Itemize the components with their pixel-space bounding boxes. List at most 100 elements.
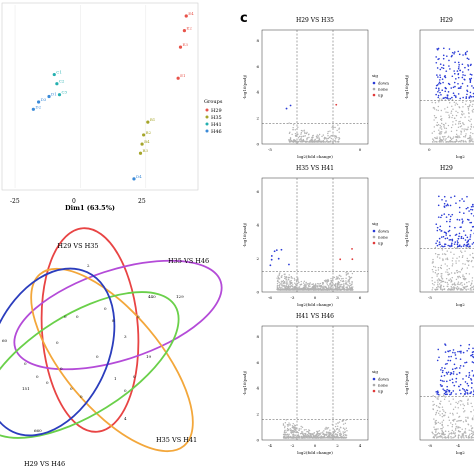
volcano-title: H35 VS H41 bbox=[296, 165, 334, 172]
volcano-point bbox=[315, 141, 317, 143]
volcano-point bbox=[471, 252, 474, 255]
volcano-point bbox=[472, 256, 474, 259]
venn-label-h29-vs-h35: H29 VS H35 bbox=[57, 242, 98, 250]
volcano-point-down bbox=[450, 244, 453, 246]
volcano-point bbox=[459, 120, 461, 123]
volcano-point bbox=[472, 100, 474, 103]
volcano-point bbox=[330, 137, 333, 140]
volcano-point bbox=[291, 289, 293, 291]
volcano-point bbox=[318, 437, 320, 439]
volcano-point bbox=[446, 257, 449, 259]
volcano-point-down bbox=[470, 354, 472, 357]
volcano-point bbox=[294, 129, 296, 131]
volcano-point bbox=[306, 138, 308, 141]
volcano-ytick: 6 bbox=[256, 189, 259, 194]
volcano-point bbox=[450, 286, 452, 288]
volcano-point bbox=[456, 103, 459, 106]
volcano-point-down bbox=[449, 373, 452, 376]
volcano-point bbox=[439, 118, 442, 121]
volcano-point bbox=[287, 437, 290, 439]
volcano-point-down bbox=[458, 219, 461, 221]
volcano-point bbox=[336, 436, 339, 439]
volcano-point-down bbox=[445, 220, 448, 223]
volcano-point-down bbox=[436, 393, 438, 395]
volcano-point bbox=[465, 419, 467, 421]
volcano-point-down bbox=[465, 207, 468, 210]
volcano-point bbox=[453, 287, 455, 289]
volcano-point bbox=[433, 434, 436, 436]
volcano-point bbox=[298, 435, 300, 438]
volcano-point bbox=[318, 283, 320, 285]
volcano-point bbox=[297, 282, 299, 285]
volcano-point-down bbox=[449, 218, 452, 221]
volcano-point-down bbox=[466, 85, 469, 87]
volcano-point-down bbox=[446, 385, 448, 388]
volcano-ytick: 2 bbox=[256, 116, 259, 121]
volcano-point-down bbox=[457, 93, 460, 95]
volcano-point bbox=[301, 289, 304, 291]
volcano-legend-swatch bbox=[372, 81, 376, 85]
volcano-point bbox=[344, 433, 346, 436]
volcano-point-down bbox=[459, 97, 461, 100]
volcano-point-down bbox=[461, 63, 464, 66]
volcano-point bbox=[459, 426, 461, 429]
volcano-point-down bbox=[455, 202, 457, 204]
volcano-point bbox=[458, 260, 460, 262]
volcano-point-down bbox=[451, 239, 454, 242]
volcano-point bbox=[277, 276, 280, 279]
volcano-point bbox=[334, 287, 337, 290]
volcano-point-down bbox=[435, 391, 438, 393]
volcano-point-down bbox=[464, 392, 467, 394]
volcano-point bbox=[437, 278, 440, 280]
volcano-point bbox=[454, 104, 456, 106]
volcano-point bbox=[284, 273, 286, 275]
volcano-point bbox=[350, 270, 352, 272]
volcano-point bbox=[459, 126, 462, 128]
volcano-point bbox=[447, 285, 449, 288]
volcano-point-down bbox=[452, 390, 455, 392]
volcano-ytick: 8 bbox=[256, 38, 259, 43]
pca-point bbox=[178, 45, 183, 49]
volcano-point bbox=[444, 99, 447, 101]
volcano-point bbox=[447, 124, 450, 127]
volcano-point bbox=[327, 285, 330, 287]
volcano-point bbox=[280, 280, 283, 282]
volcano-point bbox=[323, 289, 325, 291]
volcano-point bbox=[464, 428, 467, 430]
volcano-point-down bbox=[459, 389, 461, 391]
volcano-point-down bbox=[469, 73, 472, 76]
volcano-point bbox=[347, 288, 349, 291]
volcano-point bbox=[462, 395, 465, 397]
volcano-point-down bbox=[460, 85, 462, 88]
volcano-point bbox=[282, 282, 284, 285]
volcano-point bbox=[471, 405, 473, 408]
volcano-point bbox=[452, 437, 454, 439]
volcano-point bbox=[437, 285, 439, 287]
volcano-point bbox=[447, 424, 449, 427]
volcano-point bbox=[306, 436, 308, 438]
volcano-point bbox=[302, 138, 305, 141]
volcano-point-down bbox=[454, 352, 456, 354]
volcano-point bbox=[456, 247, 459, 249]
volcano-point-down bbox=[450, 355, 452, 358]
volcano-point bbox=[438, 402, 441, 405]
volcano-point bbox=[300, 428, 302, 430]
volcano-point bbox=[434, 421, 436, 424]
volcano-point-down bbox=[448, 390, 451, 393]
volcano-point bbox=[313, 437, 316, 439]
volcano-point bbox=[299, 284, 301, 286]
volcano-point-down bbox=[455, 367, 458, 369]
volcano-point bbox=[292, 433, 295, 435]
volcano-point bbox=[468, 116, 470, 118]
volcano-point bbox=[290, 432, 293, 434]
volcano-point-down bbox=[457, 73, 459, 76]
volcano-point bbox=[316, 433, 318, 435]
volcano-point bbox=[432, 408, 434, 410]
volcano-point bbox=[291, 285, 294, 288]
volcano-point bbox=[457, 430, 460, 432]
volcano-point-down bbox=[468, 245, 471, 248]
volcano-point bbox=[322, 134, 325, 136]
volcano-point bbox=[291, 284, 294, 286]
volcano-point bbox=[284, 435, 286, 438]
volcano-point-down bbox=[448, 213, 450, 216]
